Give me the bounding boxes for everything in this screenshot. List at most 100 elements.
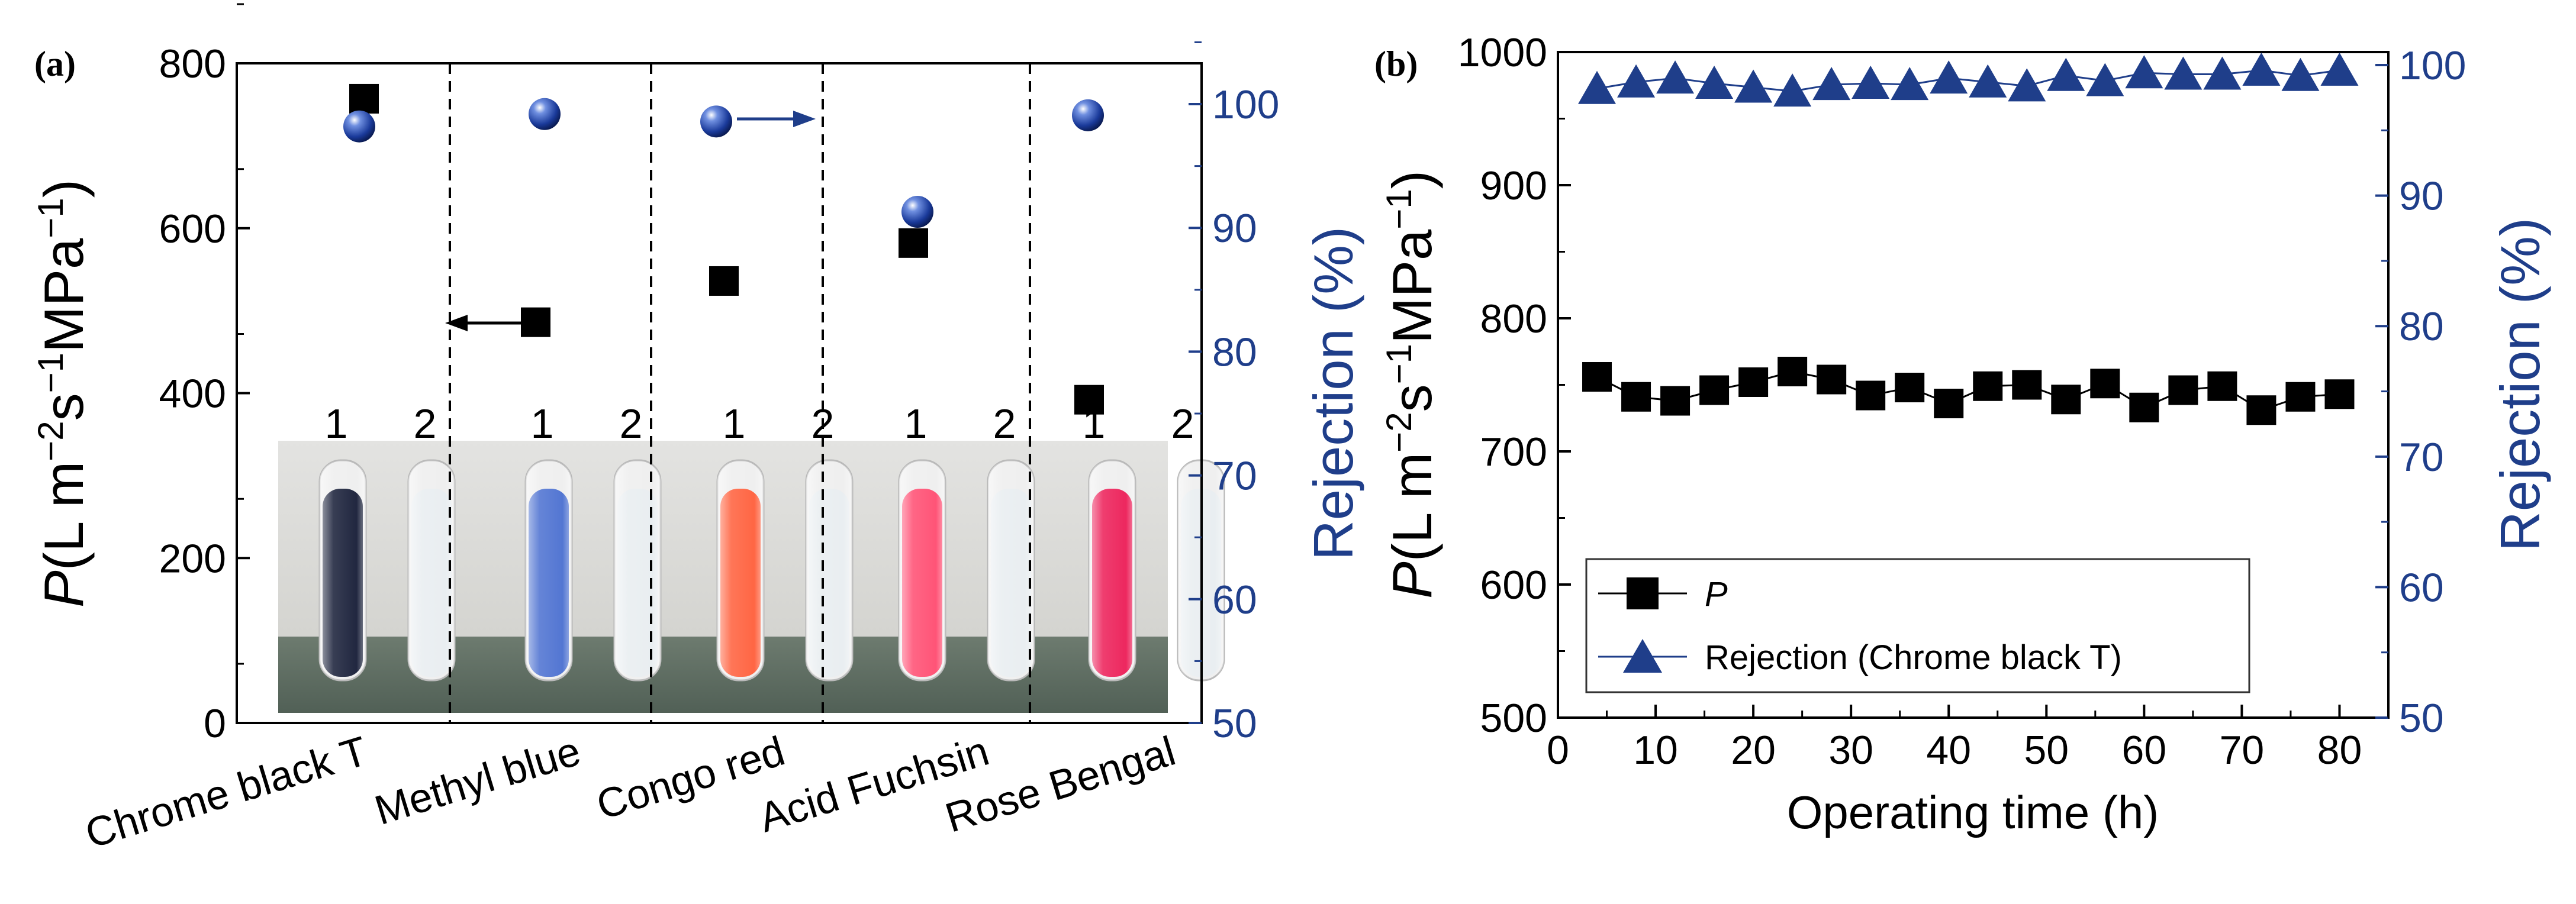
y-tick-label: 400 [159,372,226,417]
tube-number-1: 1 [531,401,554,447]
p-square-marker [1660,386,1690,416]
y2-tick-label: 70 [1212,454,1257,499]
y-tick-label: 900 [1480,163,1547,208]
x-tick-label: 0 [1547,728,1569,773]
tube-highlight [899,460,945,680]
legend-label-rejection: Rejection (Chrome black T) [1705,638,2122,677]
p-square-marker [1934,389,1964,418]
test-tube [524,459,573,682]
rejection-triangle-marker [1695,65,1734,99]
y-tick-label: 500 [1480,696,1547,741]
p-square-marker [2090,369,2120,399]
x-axis-title-b: Operating time (h) [1787,786,2159,838]
tube-photograph [278,441,1225,713]
panel-b: (b) 500 600 700 800 900 1000 50 60 70 80 90 100 0 1… [1374,30,2551,838]
p-square-marker [1074,385,1104,415]
x-tick-label: 40 [1926,728,1971,773]
rejection-triangle-marker [2008,68,2046,102]
y2-tick-label: 50 [1212,701,1257,746]
legend-marker-p [1627,577,1659,609]
y-tick-label: 600 [1480,563,1547,608]
x-axis-ticks-b: 0 10 20 30 40 50 60 70 80 [1547,705,2390,773]
y2-tick-label: 60 [1212,577,1257,622]
p-square-marker [2285,382,2316,412]
p-square-marker [2129,392,2159,422]
p-square-marker [1856,380,1886,411]
y-axis-title-b: P(L m−2s−1MPa−1) [1379,170,1443,599]
tube-highlight [806,460,852,680]
y2-tick-label: 90 [2399,174,2444,219]
rejection-triangle-marker [2281,57,2320,91]
left-axis-ticks: 0 200 400 600 800 [159,3,250,746]
y-tick-label: 800 [1480,296,1547,341]
y2-tick-label: 80 [1212,330,1257,374]
right-axis-arrow [737,111,816,127]
data-points-b [1578,52,2359,425]
rejection-triangle-marker [2047,57,2085,91]
panel-b-label: (b) [1374,44,1418,83]
tube-highlight [988,460,1034,680]
category-dividers [449,63,1031,723]
p-square-marker [1621,382,1651,412]
rejection-triangle-marker [2203,56,2242,90]
p-square-marker [2168,375,2198,405]
tube-highlight [320,460,366,680]
y2-tick-label: 70 [2399,435,2444,480]
y-axis-title-a: P(L m−2s−1MPa−1) [31,179,95,608]
category-label: Methyl blue [369,728,585,834]
rejection-triangle-marker [1812,67,1851,101]
p-square-marker [2207,371,2237,401]
p-square-marker [899,228,928,258]
test-tube [716,459,765,682]
rejection-triangle-marker [2320,52,2359,86]
y2-tick-label: 50 [2399,696,2444,741]
rejection-triangle-marker [2086,63,2124,96]
test-tube [407,459,456,682]
y-title-italic: P [33,570,95,608]
tube-number-2: 2 [812,401,835,447]
p-square-marker [1699,375,1730,405]
panel-a-label: (a) [34,44,76,83]
rejection-sphere-marker [343,110,375,143]
x-tick-label: 70 [2220,728,2265,773]
test-tube [613,459,662,682]
tube-number-1: 1 [723,401,746,447]
p-square-marker [349,83,379,114]
p-square-marker [1973,371,2003,401]
y-tick-label: 200 [159,536,226,581]
p-square-marker [2012,370,2042,400]
test-tube [898,459,946,682]
data-points-a [343,83,1104,415]
category-label: Chrome black T [80,728,372,857]
left-axis-ticks-b: 500 600 700 800 900 1000 [1458,30,1571,741]
x-tick-label: 30 [1828,728,1873,773]
tube-number-2: 2 [1171,401,1194,447]
tube-highlight [717,460,764,680]
right-axis-ticks-b: 50 60 70 80 90 100 [2375,43,2466,741]
p-square-marker [1895,373,1925,402]
y2-tick-label: 90 [1212,206,1257,251]
test-tube [805,459,854,682]
rejection-triangle-marker [1578,70,1617,104]
x-tick-label: 20 [1731,728,1776,773]
tube-number-2: 2 [414,401,437,447]
p-square-marker [1817,364,1847,395]
tube-number-1: 1 [904,401,928,447]
series-lines-b [1596,69,2340,411]
x-tick-label: 50 [2024,728,2069,773]
rejection-triangle-marker [1852,65,1890,99]
y-tick-label: 0 [204,701,226,746]
tube-number-1: 1 [325,401,348,447]
y2-tick-label: 100 [1212,82,1279,127]
y-tick-label: 800 [159,41,226,86]
rejection-triangle-marker [2242,52,2281,86]
rejection-triangle-marker [1969,64,2007,98]
p-square-marker [1582,362,1612,392]
y2-tick-label: 60 [2399,565,2444,610]
y2-axis-title-a: Rejection (%) [1302,227,1364,560]
rejection-sphere-marker [700,105,732,138]
test-tube [987,459,1035,682]
p-square-marker [1738,367,1769,397]
rejection-triangle-marker [2125,55,2163,89]
